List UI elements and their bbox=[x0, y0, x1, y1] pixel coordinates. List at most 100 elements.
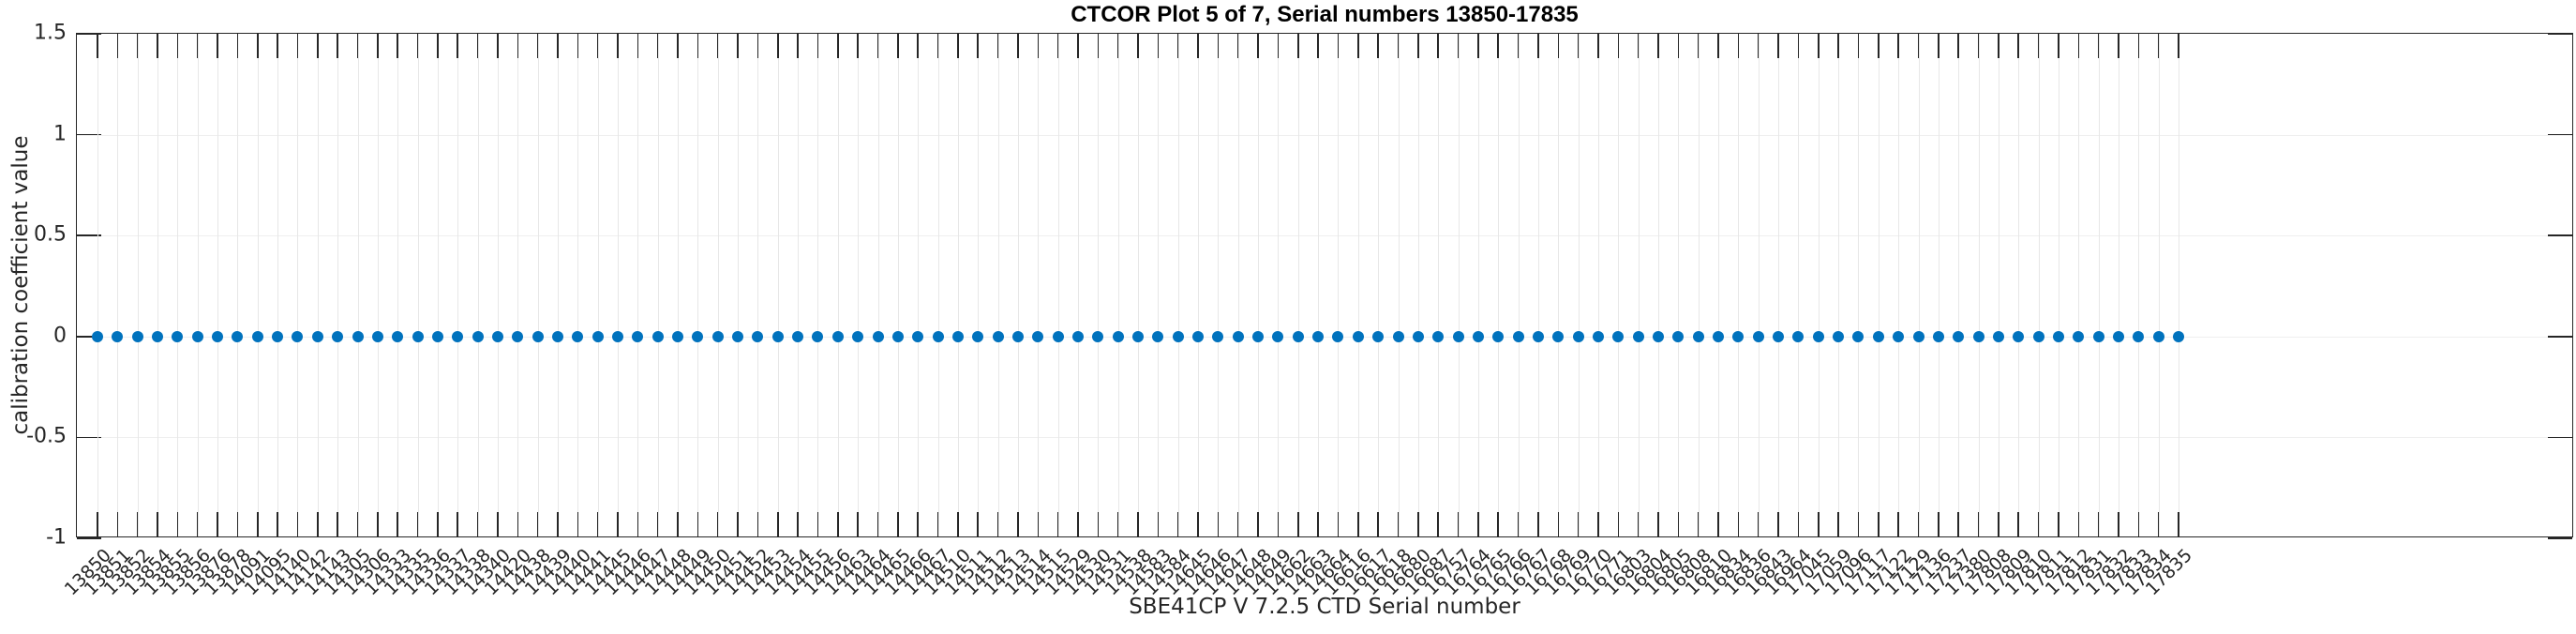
data-point bbox=[891, 330, 904, 342]
gridline-vertical bbox=[1798, 34, 1800, 536]
y-tick-mark bbox=[2548, 133, 2572, 136]
x-tick-mark bbox=[876, 34, 879, 58]
x-tick-mark bbox=[1878, 512, 1880, 536]
gridline-vertical bbox=[1958, 34, 1960, 536]
x-tick-mark bbox=[116, 512, 119, 536]
x-tick-mark bbox=[1197, 512, 1199, 536]
x-tick-mark bbox=[2097, 512, 2100, 536]
x-tick-mark bbox=[1417, 34, 1419, 58]
y-tick-label: 0.5 bbox=[34, 222, 67, 247]
x-tick-mark bbox=[917, 512, 919, 536]
data-point bbox=[1132, 330, 1144, 342]
data-point bbox=[1172, 330, 1184, 342]
gridline-vertical bbox=[1537, 34, 1539, 536]
data-point bbox=[1833, 330, 1845, 342]
y-tick-label: 1.5 bbox=[34, 21, 67, 45]
gridline-vertical bbox=[918, 34, 920, 536]
x-tick-mark bbox=[457, 34, 458, 58]
x-tick-mark bbox=[1116, 34, 1119, 58]
y-tick-mark bbox=[2548, 336, 2572, 338]
x-tick-mark bbox=[876, 512, 879, 536]
gridline-vertical bbox=[1638, 34, 1640, 536]
gridline-vertical bbox=[1438, 34, 1440, 536]
x-tick-mark bbox=[557, 34, 559, 58]
gridline-vertical bbox=[678, 34, 680, 536]
x-tick-mark bbox=[1837, 512, 1839, 536]
data-point bbox=[792, 330, 804, 342]
gridline-vertical bbox=[1477, 34, 1479, 536]
x-tick-mark bbox=[2118, 512, 2119, 536]
x-tick-mark bbox=[1597, 34, 1599, 58]
data-point bbox=[412, 330, 424, 342]
gridline-vertical bbox=[1378, 34, 1380, 536]
x-tick-mark bbox=[416, 512, 419, 536]
x-tick-mark bbox=[176, 512, 179, 536]
x-tick-mark bbox=[457, 512, 458, 536]
x-tick-mark bbox=[377, 34, 379, 58]
x-tick-mark bbox=[1137, 34, 1139, 58]
x-tick-mark bbox=[936, 34, 939, 58]
data-point bbox=[1512, 330, 1524, 342]
y-tick-mark bbox=[77, 537, 101, 539]
x-tick-mark bbox=[1677, 512, 1680, 536]
data-point bbox=[1192, 330, 1205, 342]
data-point bbox=[1052, 330, 1064, 342]
x-tick-mark bbox=[617, 512, 619, 536]
data-point bbox=[232, 330, 244, 342]
y-tick-mark bbox=[2548, 537, 2572, 539]
gridline-vertical bbox=[517, 34, 519, 536]
x-tick-mark bbox=[1017, 512, 1019, 536]
data-point bbox=[131, 330, 143, 342]
gridline-vertical bbox=[1818, 34, 1820, 536]
x-tick-mark bbox=[1337, 512, 1340, 536]
x-tick-mark bbox=[356, 34, 359, 58]
x-tick-mark bbox=[637, 34, 639, 58]
gridline-vertical bbox=[757, 34, 759, 536]
x-tick-mark bbox=[816, 512, 819, 536]
gridline-vertical bbox=[397, 34, 399, 536]
data-point bbox=[1472, 330, 1484, 342]
x-tick-mark bbox=[1137, 512, 1139, 536]
gridline-vertical bbox=[2078, 34, 2080, 536]
gridline-vertical bbox=[337, 34, 339, 536]
data-point bbox=[371, 330, 383, 342]
x-tick-mark bbox=[1257, 34, 1259, 58]
x-tick-mark bbox=[1818, 512, 1820, 536]
gridline-vertical bbox=[1698, 34, 1700, 536]
gridline-vertical bbox=[697, 34, 699, 536]
gridline-vertical bbox=[137, 34, 139, 536]
x-tick-mark bbox=[1077, 34, 1079, 58]
data-point bbox=[1032, 330, 1044, 342]
gridline-vertical bbox=[837, 34, 839, 536]
x-tick-mark bbox=[977, 34, 979, 58]
x-tick-mark bbox=[2058, 512, 2059, 536]
data-point bbox=[592, 330, 604, 342]
x-tick-mark bbox=[837, 512, 839, 536]
data-point bbox=[1232, 330, 1244, 342]
x-tick-mark bbox=[837, 34, 839, 58]
gridline-vertical bbox=[1017, 34, 1019, 536]
x-tick-mark bbox=[2058, 34, 2059, 58]
data-point bbox=[1212, 330, 1224, 342]
gridline-horizontal bbox=[77, 134, 2572, 136]
x-tick-mark bbox=[337, 34, 338, 58]
x-tick-mark bbox=[1116, 512, 1119, 536]
data-point bbox=[212, 330, 224, 342]
x-tick-mark bbox=[716, 34, 719, 58]
x-tick-mark bbox=[2157, 512, 2160, 536]
x-tick-mark bbox=[317, 512, 319, 536]
data-point bbox=[452, 330, 464, 342]
data-point bbox=[1272, 330, 1284, 342]
x-tick-mark bbox=[397, 34, 398, 58]
gridline-vertical bbox=[1198, 34, 1200, 536]
x-tick-mark bbox=[617, 34, 619, 58]
x-tick-mark bbox=[236, 512, 239, 536]
gridline-vertical bbox=[1177, 34, 1179, 536]
x-tick-mark bbox=[957, 34, 959, 58]
x-tick-mark bbox=[756, 34, 759, 58]
x-tick-mark bbox=[476, 512, 479, 536]
x-tick-mark bbox=[996, 34, 999, 58]
gridline-vertical bbox=[1038, 34, 1040, 536]
data-point bbox=[2032, 330, 2044, 342]
gridline-vertical bbox=[217, 34, 219, 536]
